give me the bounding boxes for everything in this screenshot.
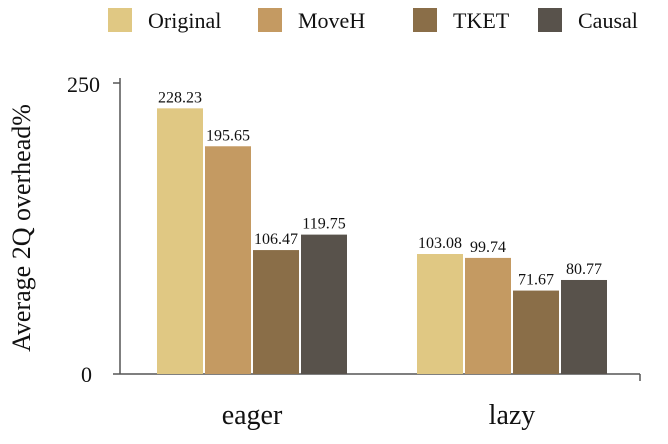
data-label-causal-lazy: 80.77 <box>566 261 602 278</box>
bar-causal-lazy <box>561 279 607 374</box>
bar-tket-lazy <box>513 290 559 374</box>
data-label-causal-eager: 119.75 <box>302 216 345 233</box>
legend-label-causal: Causal <box>578 8 638 33</box>
y-axis-label: Average 2Q overhead% <box>7 104 36 352</box>
bar-causal-eager <box>301 234 347 374</box>
data-label-original-lazy: 103.08 <box>418 235 462 252</box>
legend-swatch-tket <box>413 8 437 32</box>
data-label-moveh-eager: 195.65 <box>206 127 250 144</box>
bar-moveh-lazy <box>465 257 511 374</box>
data-label-original-eager: 228.23 <box>158 89 202 106</box>
data-label-tket-eager: 106.47 <box>254 231 298 248</box>
x-tick-label-eager: eager <box>222 400 283 431</box>
legend-label-tket: TKET <box>453 8 510 33</box>
y-tick-label-bottom: 0 <box>81 362 92 387</box>
legend-label-moveh: MoveH <box>298 8 365 33</box>
data-label-tket-lazy: 71.67 <box>518 272 554 289</box>
legend-swatch-causal <box>538 8 562 32</box>
bar-tket-eager <box>253 250 299 374</box>
y-tick-label-top: 250 <box>67 72 100 97</box>
x-category-labels: eager lazy <box>222 400 536 431</box>
data-label-moveh-lazy: 99.74 <box>470 239 506 256</box>
legend: Original MoveH TKET Causal <box>108 8 638 33</box>
bars: 228.23 103.08 195.65 99.74 106.47 71.67 119.75… <box>157 89 607 375</box>
bar-original-eager <box>157 108 203 375</box>
legend-label-original: Original <box>148 8 221 33</box>
bar-moveh-eager <box>205 146 251 374</box>
x-tick-label-lazy: lazy <box>489 400 536 431</box>
bar-original-lazy <box>417 254 463 374</box>
legend-swatch-original <box>108 8 132 32</box>
legend-swatch-moveh <box>258 8 282 32</box>
